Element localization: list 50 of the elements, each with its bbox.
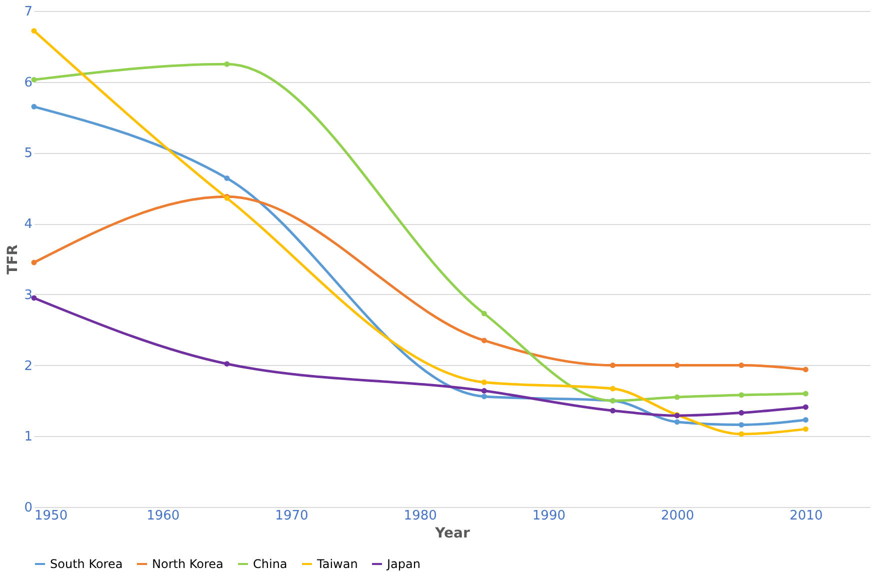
point <box>738 362 744 368</box>
y-axis-title: TFR <box>5 244 22 274</box>
point <box>610 362 616 368</box>
legend-label: North Korea <box>152 557 224 571</box>
point <box>224 61 230 67</box>
point <box>674 419 680 425</box>
legend-label: South Korea <box>50 557 123 571</box>
point <box>802 366 808 372</box>
x-tick-label: 1960 <box>146 508 180 524</box>
point <box>481 388 487 394</box>
x-tick-label: 1950 <box>34 508 68 524</box>
point <box>802 404 808 410</box>
x-tick-label: 1970 <box>275 508 308 524</box>
point <box>31 28 37 34</box>
x-tick-label: 1990 <box>532 508 566 524</box>
x-tick-label: 2000 <box>661 508 694 524</box>
x-tick-label: 2010 <box>790 508 823 524</box>
y-tick-label: 4 <box>24 217 32 232</box>
point <box>31 295 37 301</box>
legend-label: Japan <box>386 557 420 571</box>
point <box>224 361 230 367</box>
point <box>224 175 230 181</box>
point <box>802 426 808 432</box>
legend-label: China <box>253 557 288 571</box>
point <box>31 260 37 266</box>
y-tick-label: 1 <box>24 430 32 445</box>
point <box>674 394 680 400</box>
point <box>802 417 808 423</box>
legend-label: Taiwan <box>316 557 358 571</box>
y-tick-label: 0 <box>24 500 32 516</box>
point <box>738 410 744 416</box>
point <box>738 431 744 437</box>
point <box>738 422 744 428</box>
point <box>610 408 616 414</box>
y-tick-label: 3 <box>24 288 32 303</box>
point <box>481 394 487 400</box>
x-tick-label: 1980 <box>404 508 437 524</box>
point <box>674 362 680 368</box>
y-tick-label: 6 <box>24 75 32 90</box>
point <box>738 392 744 398</box>
point <box>610 386 616 392</box>
point <box>481 380 487 386</box>
y-tick-label: 7 <box>24 4 32 20</box>
point <box>481 310 487 316</box>
y-tick-label: 2 <box>24 358 32 374</box>
y-tick-label: 5 <box>24 146 32 162</box>
point <box>481 338 487 344</box>
point <box>802 390 808 396</box>
point <box>31 104 37 110</box>
x-axis-title: Year <box>434 526 470 542</box>
